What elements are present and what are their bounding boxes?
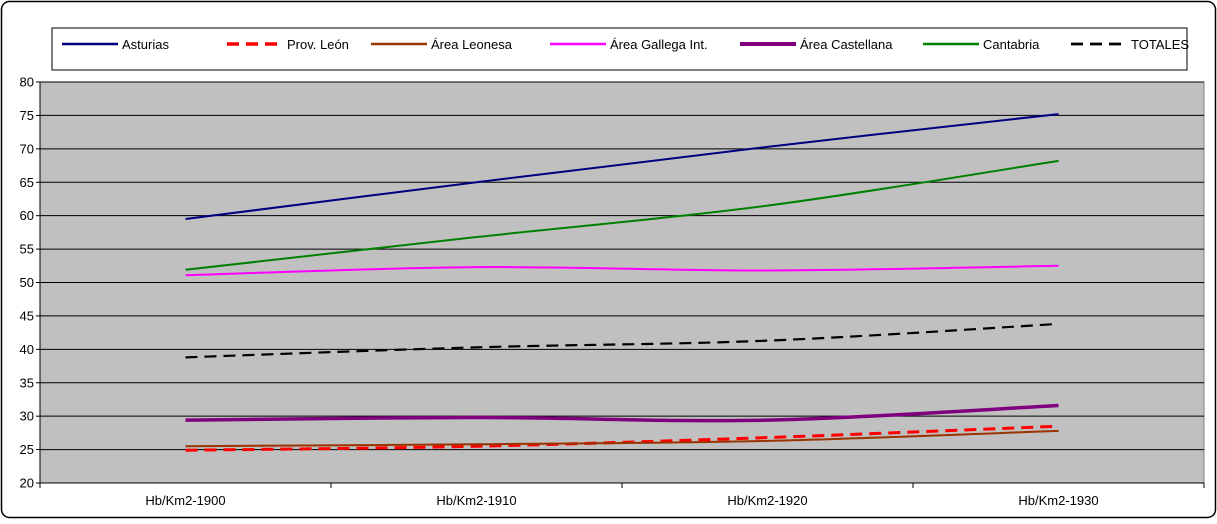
- y-tick-label: 40: [20, 342, 34, 357]
- y-tick-label: 20: [20, 476, 34, 491]
- y-tick-label: 35: [20, 375, 34, 390]
- legend-label-cantabria: Cantabria: [983, 37, 1040, 52]
- legend-label-asturias: Asturias: [122, 37, 169, 52]
- x-tick-label: Hb/Km2-1900: [145, 493, 225, 508]
- legend-label-area-castellana: Área Castellana: [800, 37, 893, 52]
- y-tick-label: 65: [20, 175, 34, 190]
- y-tick-label: 30: [20, 409, 34, 424]
- y-tick-label: 25: [20, 442, 34, 457]
- y-tick-label: 50: [20, 275, 34, 290]
- y-tick-label: 60: [20, 208, 34, 223]
- y-tick-label: 55: [20, 242, 34, 257]
- legend-label-totales: TOTALES: [1131, 37, 1189, 52]
- y-tick-label: 75: [20, 108, 34, 123]
- x-tick-label: Hb/Km2-1930: [1018, 493, 1098, 508]
- legend-label-area-leonesa: Área Leonesa: [431, 37, 513, 52]
- y-tick-label: 80: [20, 75, 34, 90]
- x-tick-label: Hb/Km2-1910: [436, 493, 516, 508]
- y-tick-label: 70: [20, 141, 34, 156]
- y-tick-label: 45: [20, 308, 34, 323]
- legend-label-area-gallega-int: Área Gallega Int.: [610, 37, 708, 52]
- x-tick-label: Hb/Km2-1920: [727, 493, 807, 508]
- legend-label-prov-leon: Prov. León: [287, 37, 349, 52]
